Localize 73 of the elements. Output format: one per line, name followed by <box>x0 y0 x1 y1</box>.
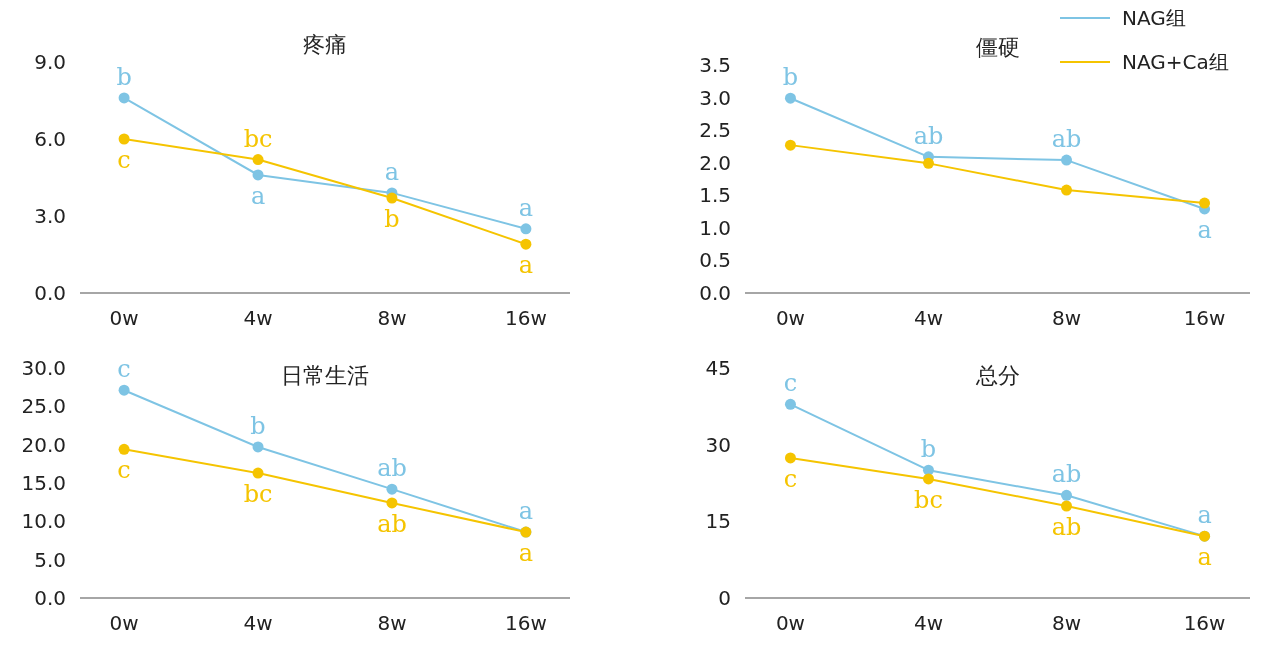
chart-title: 总分 <box>974 363 1020 388</box>
data-label: ab <box>1051 125 1082 154</box>
x-tick-label: 16w <box>504 306 547 330</box>
x-tick-label: 16w <box>1183 611 1226 635</box>
data-label: ab <box>377 509 407 538</box>
data-label: a <box>1197 543 1212 572</box>
data-label: c <box>117 146 131 174</box>
y-tick-label: 10.0 <box>21 509 66 534</box>
y-tick-label: 30.0 <box>21 356 66 380</box>
x-tick-label: 4w <box>243 306 273 330</box>
data-label: ab <box>377 454 407 483</box>
x-tick-label: 16w <box>1183 306 1226 330</box>
data-label: a <box>518 497 534 526</box>
y-tick-label: 25.0 <box>21 394 66 419</box>
data-label: a <box>1197 501 1212 530</box>
y-tick-label: 3.0 <box>699 85 731 110</box>
data-label: c <box>783 369 798 398</box>
x-tick-label: 8w <box>377 306 407 330</box>
y-tick-label: 30 <box>705 432 731 457</box>
data-label: b <box>384 205 400 234</box>
y-tick-label: 3.0 <box>34 204 66 228</box>
data-label: b <box>920 435 937 464</box>
y-tick-label: 6.0 <box>34 127 66 151</box>
data-label: ab <box>913 121 944 150</box>
data-label: bc <box>243 124 273 153</box>
y-tick-label: 20.0 <box>21 432 66 457</box>
y-tick-label: 1.5 <box>699 183 731 208</box>
data-label: ab <box>1051 513 1082 541</box>
data-label: b <box>250 411 266 440</box>
x-tick-label: 0w <box>775 611 805 635</box>
y-tick-label: 0.0 <box>34 586 66 610</box>
data-label: c <box>783 464 798 493</box>
data-label: a <box>1197 215 1212 244</box>
y-tick-label: 2.0 <box>699 150 731 175</box>
chart-title: 日常生活 <box>281 363 369 388</box>
data-label: b <box>782 63 799 92</box>
y-tick-label: 0.0 <box>34 281 66 305</box>
x-tick-label: 0w <box>109 306 139 330</box>
y-tick-label: 3.5 <box>699 53 731 77</box>
y-tick-label: 15 <box>705 509 731 534</box>
y-tick-label: 45 <box>705 356 731 380</box>
y-tick-label: 2.5 <box>699 118 731 143</box>
x-tick-label: 4w <box>243 611 273 635</box>
x-tick-label: 8w <box>377 611 407 635</box>
y-tick-label: 1.0 <box>699 215 731 240</box>
y-tick-label: 15.0 <box>21 471 66 495</box>
x-tick-label: 8w <box>1051 611 1082 635</box>
legend-label: NAG组 <box>1122 6 1186 30</box>
data-label: a <box>518 193 534 222</box>
chart-title: 僵硬 <box>975 35 1020 60</box>
x-tick-label: 16w <box>504 611 547 635</box>
data-label: c <box>117 456 131 485</box>
data-label: bc <box>243 480 273 509</box>
legend-label: NAG+Ca组 <box>1122 50 1229 74</box>
y-tick-label: 9.0 <box>34 50 66 74</box>
chart-title: 疼痛 <box>303 32 347 57</box>
data-label: c <box>117 355 131 384</box>
data-label: a <box>518 251 534 280</box>
data-label: ab <box>1051 460 1082 489</box>
y-tick-label: 0.5 <box>699 248 731 273</box>
data-label: b <box>116 62 132 91</box>
data-label: a <box>384 157 400 186</box>
x-tick-label: 4w <box>913 306 944 330</box>
y-tick-label: 0.0 <box>699 281 731 305</box>
x-tick-label: 0w <box>109 611 139 635</box>
data-label: a <box>518 539 534 568</box>
y-tick-label: 0 <box>718 586 731 610</box>
data-label: bc <box>914 485 943 514</box>
y-tick-label: 5.0 <box>34 547 66 572</box>
data-label: a <box>250 181 266 210</box>
x-tick-label: 8w <box>1051 306 1082 330</box>
x-tick-label: 0w <box>775 306 805 330</box>
x-tick-label: 4w <box>913 611 944 635</box>
